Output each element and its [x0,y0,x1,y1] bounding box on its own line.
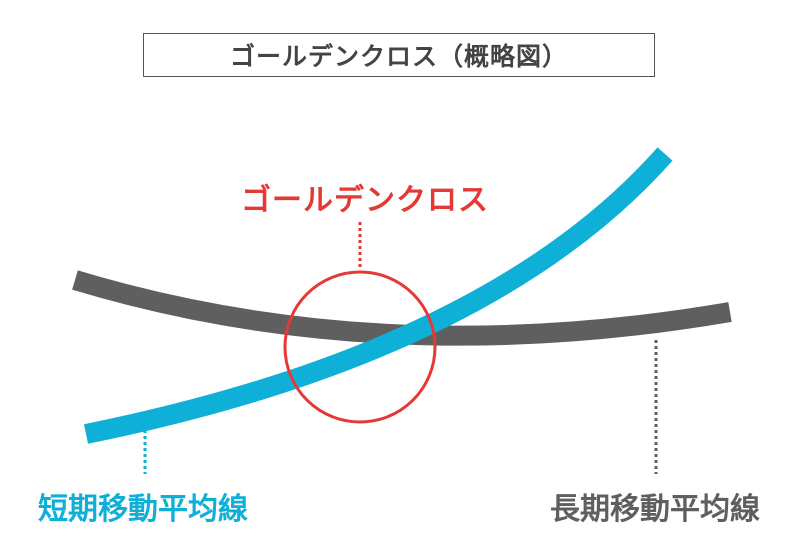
long-ma-label: 長期移動平均線 [550,492,760,527]
short-ma-label: 短期移動平均線 [38,492,248,527]
golden-cross-circle [283,270,437,424]
short-ma-line [84,147,673,444]
page-title: ゴールデンクロス（概略図） [143,33,655,77]
golden-cross-label: ゴールデンクロス [241,183,489,218]
